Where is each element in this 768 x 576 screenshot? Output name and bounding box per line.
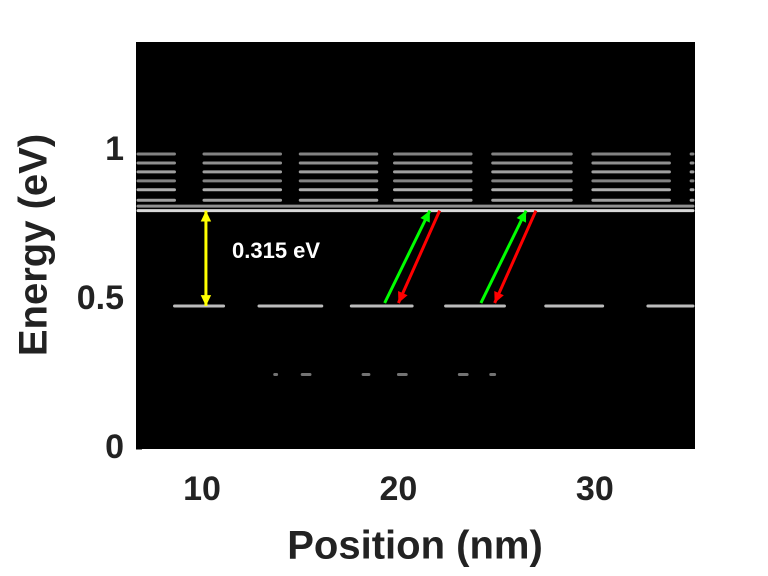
arrow-head: [516, 210, 527, 223]
arrow-head: [200, 210, 212, 222]
arrow: [397, 210, 442, 304]
x-tick-label: 10: [183, 470, 221, 508]
y-tick-label: 1: [105, 130, 124, 168]
x-tick-label: 20: [379, 470, 417, 508]
x-tick-label: 30: [576, 470, 614, 508]
y-axis-label: Energy (eV): [12, 134, 56, 356]
arrow: [479, 209, 528, 304]
y-tick-label: 0: [105, 428, 124, 466]
arrow-head: [494, 291, 504, 304]
y-tick-label: 0.5: [77, 279, 124, 317]
arrow: [493, 210, 538, 304]
annotation: 0.315 eV: [232, 238, 320, 263]
plot-background: [136, 42, 695, 449]
arrow: [383, 209, 432, 304]
arrow-head: [398, 291, 408, 304]
x-axis-label: Position (nm): [287, 524, 543, 568]
arrow-head: [420, 210, 430, 223]
arrow-head: [200, 295, 212, 306]
